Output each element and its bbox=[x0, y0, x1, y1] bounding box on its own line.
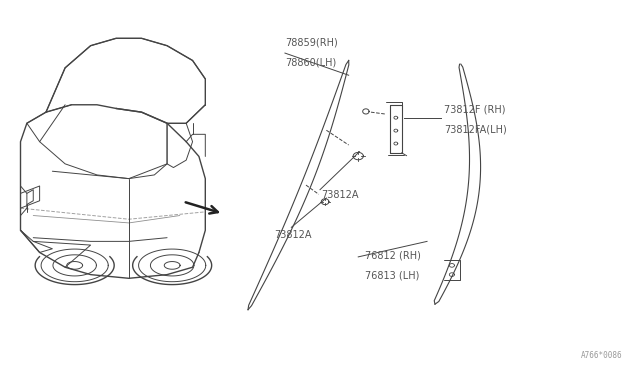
Text: 73812A: 73812A bbox=[274, 230, 312, 240]
Text: 73812F (RH): 73812F (RH) bbox=[444, 104, 506, 114]
Text: 76812 (RH): 76812 (RH) bbox=[365, 251, 420, 260]
Text: 73812FA(LH): 73812FA(LH) bbox=[444, 124, 507, 134]
Text: 76813 (LH): 76813 (LH) bbox=[365, 271, 419, 281]
Text: 78859(RH): 78859(RH) bbox=[285, 38, 338, 48]
Text: 78860(LH): 78860(LH) bbox=[285, 58, 336, 68]
Text: 73812A: 73812A bbox=[321, 190, 359, 201]
Text: A766*0086: A766*0086 bbox=[581, 350, 623, 359]
